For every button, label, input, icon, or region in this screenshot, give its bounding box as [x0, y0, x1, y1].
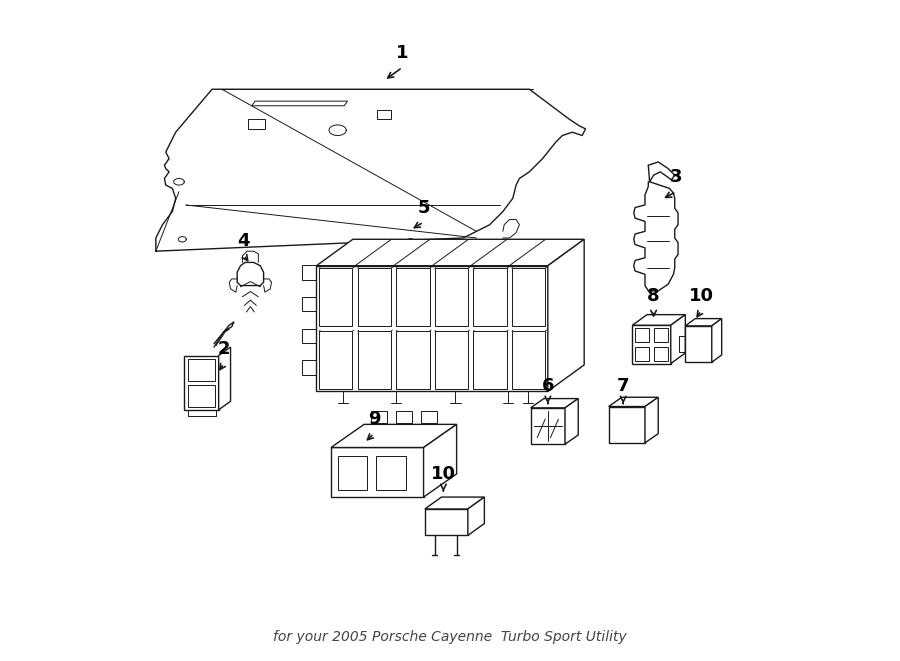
Text: 5: 5 [418, 199, 430, 217]
Polygon shape [219, 347, 230, 410]
Polygon shape [424, 424, 456, 497]
Polygon shape [548, 239, 584, 391]
Polygon shape [565, 399, 578, 444]
Polygon shape [338, 456, 367, 490]
Text: 2: 2 [218, 340, 230, 358]
Polygon shape [512, 268, 545, 326]
Polygon shape [320, 268, 353, 326]
Text: 3: 3 [670, 169, 682, 186]
Polygon shape [331, 447, 424, 497]
Polygon shape [645, 397, 658, 443]
Polygon shape [473, 268, 507, 326]
Polygon shape [357, 268, 391, 326]
Text: 9: 9 [368, 410, 380, 428]
Polygon shape [184, 356, 219, 410]
Polygon shape [635, 328, 649, 342]
Text: 10: 10 [431, 465, 456, 483]
Polygon shape [435, 268, 468, 326]
Polygon shape [421, 411, 437, 423]
Polygon shape [396, 411, 412, 423]
Polygon shape [670, 315, 685, 364]
Text: 7: 7 [616, 377, 629, 395]
Text: 6: 6 [542, 377, 554, 395]
Polygon shape [685, 326, 712, 362]
Polygon shape [712, 319, 722, 362]
Polygon shape [396, 331, 429, 389]
Polygon shape [320, 331, 353, 389]
Polygon shape [633, 325, 670, 364]
Polygon shape [635, 347, 649, 361]
Polygon shape [654, 347, 668, 361]
Polygon shape [357, 331, 391, 389]
Polygon shape [331, 424, 456, 447]
Polygon shape [468, 497, 484, 535]
Polygon shape [685, 319, 722, 326]
Polygon shape [473, 331, 507, 389]
Polygon shape [425, 497, 484, 509]
Polygon shape [633, 315, 685, 325]
Polygon shape [371, 411, 387, 423]
Polygon shape [608, 397, 658, 407]
Polygon shape [608, 407, 645, 443]
Polygon shape [396, 268, 429, 326]
Polygon shape [317, 239, 584, 266]
Polygon shape [512, 331, 545, 389]
Polygon shape [531, 408, 565, 444]
Text: 8: 8 [647, 288, 660, 305]
Polygon shape [531, 399, 578, 408]
Text: 1: 1 [396, 44, 409, 62]
Polygon shape [435, 331, 468, 389]
Polygon shape [654, 328, 668, 342]
Text: for your 2005 Porsche Cayenne  Turbo Sport Utility: for your 2005 Porsche Cayenne Turbo Spor… [273, 631, 627, 644]
Polygon shape [425, 509, 468, 535]
Text: 4: 4 [238, 232, 250, 250]
Text: 10: 10 [688, 288, 714, 305]
Polygon shape [317, 266, 548, 391]
Polygon shape [376, 456, 406, 490]
